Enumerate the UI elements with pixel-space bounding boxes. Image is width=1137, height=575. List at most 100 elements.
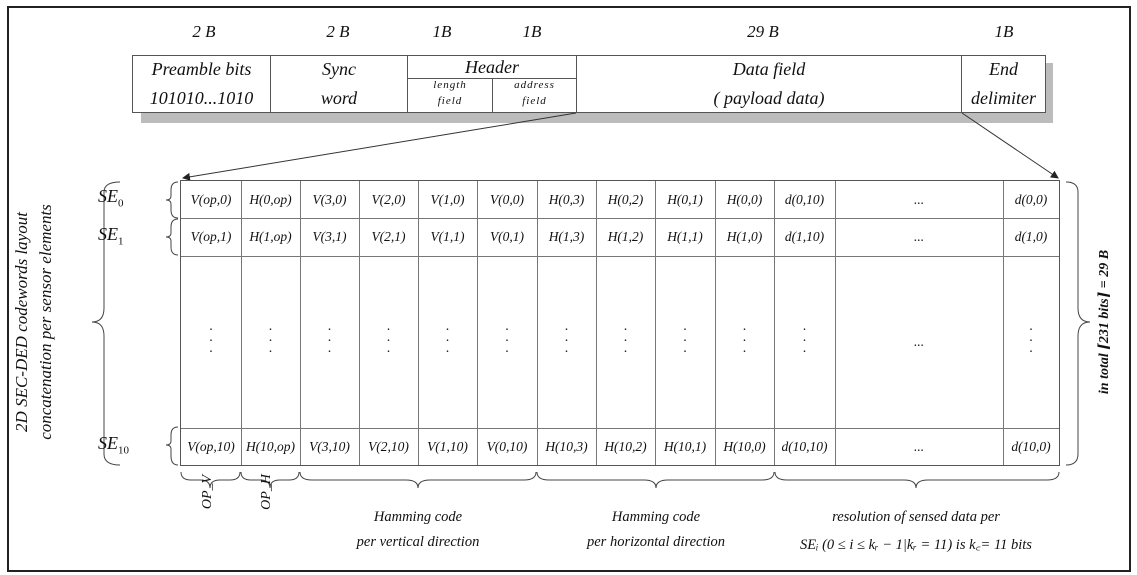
grid-cell: V(3,10): [309, 439, 350, 454]
length-size-label: 1B: [432, 22, 452, 41]
grid-cell: V(3,0): [312, 191, 347, 207]
vertical-ellipsis: ...: [1029, 319, 1033, 356]
expand-line-left: [182, 112, 577, 181]
se0-main: SE: [98, 186, 118, 206]
grid-cell: H(10,op): [245, 439, 296, 454]
grid-column-divider: [300, 181, 301, 465]
grid-cell: ...: [913, 439, 925, 454]
grid-cell: H(1,3): [548, 229, 585, 244]
end-label: End: [989, 59, 1018, 79]
grid-column-divider: [655, 181, 656, 465]
grid-column-divider: [359, 181, 360, 465]
vertical-ellipsis: ...: [209, 319, 213, 356]
grid-cell: H(10,0): [723, 439, 766, 454]
se10-main: SE: [98, 433, 118, 453]
vertical-ellipsis: ...: [623, 319, 628, 356]
hamming-h-line2: per horizontal direction: [586, 534, 725, 550]
row-label-se10: SE10: [98, 433, 146, 457]
brace-sensed-data: [774, 471, 1060, 489]
left-caption-line2: concatenation per sensor elements: [36, 204, 55, 440]
row-brace-se0: [165, 181, 179, 219]
grid-cell: V(0,1): [489, 229, 525, 244]
grid-column-divider: [774, 181, 775, 465]
grid-cell: H(1,1): [667, 229, 703, 244]
row-brace-se10: [165, 426, 179, 466]
grid-cell: H(0,0): [726, 191, 763, 207]
vertical-ellipsis: ...: [268, 319, 273, 356]
row-label-se0: SE0: [98, 186, 146, 210]
grid-cell: V(1,0): [430, 191, 465, 207]
word-label: word: [320, 88, 358, 108]
grid-cell: H(1,2): [607, 229, 644, 244]
grid-cell: ...: [913, 229, 925, 244]
header-field: Header length field address field: [407, 55, 577, 113]
grid-cell: d(0,0): [1014, 191, 1048, 207]
packet-shadow: [141, 113, 1053, 123]
data-size-label: 29 B: [747, 22, 779, 41]
hamming-v-line2: per vertical direction: [356, 534, 480, 550]
grid-column-divider: [596, 181, 597, 465]
grid-cell: V(1,10): [427, 439, 468, 454]
grid-cell: d(0,10): [784, 191, 825, 207]
grid-cell: V(3,1): [312, 229, 347, 244]
left-group-brace: [91, 181, 121, 466]
length-field-label-2: field: [437, 95, 463, 107]
row-brace-se1: [165, 218, 179, 256]
figure-frame: [7, 6, 1131, 572]
right-caption: in total ⌈231 bits⌉ = 29 B: [1097, 249, 1112, 395]
grid-column-divider: [418, 181, 419, 465]
vertical-ellipsis: ...: [564, 319, 569, 356]
grid-cell: V(op,0): [190, 191, 232, 207]
preamble-label: Preamble bits: [151, 59, 252, 79]
resolution-line2: SEᵢ (0 ≤ i ≤ kᵣ − 1|kᵣ = 11) is k꜀= 11 b…: [800, 537, 1032, 553]
grid-row-divider: [181, 428, 1059, 429]
end-size-label: 1B: [994, 22, 1014, 41]
grid-cell: H(10,1): [663, 439, 707, 454]
vertical-ellipsis: ...: [802, 319, 807, 356]
grid-column-divider: [537, 181, 538, 465]
brace-op-v: [180, 471, 241, 489]
op-v-label: OP_V: [200, 474, 215, 510]
data-field: Data field ( payload data): [576, 55, 962, 113]
sync-label: Sync: [322, 59, 356, 79]
grid-row-divider: [181, 218, 1059, 219]
grid-cell: V(op,10): [187, 439, 235, 454]
left-caption-line1: 2D SEC-DED codewords layout: [12, 212, 31, 432]
grid-cell: H(0,3): [548, 191, 585, 207]
grid-cell: V(2,10): [368, 439, 409, 454]
hamming-h-line1: Hamming code: [611, 509, 701, 525]
grid-cell: d(10,10): [781, 439, 828, 454]
length-field-label: length: [433, 79, 467, 91]
payload-label: ( payload data): [713, 88, 825, 108]
address-field-label: address: [514, 79, 555, 91]
se0-sub: 0: [118, 197, 124, 210]
preamble-field: Preamble bits 101010...1010: [132, 55, 271, 113]
grid-cell: H(0,2): [607, 191, 644, 207]
address-field-label-2: field: [522, 95, 547, 107]
grid-row-divider: [181, 256, 1059, 257]
grid-column-divider: [477, 181, 478, 465]
grid-cell: V(0,0): [489, 191, 525, 207]
expand-line-right: [961, 112, 1059, 179]
grid-column-divider: [715, 181, 716, 465]
grid-column-divider: [1003, 181, 1004, 465]
grid-cell: H(1,0): [726, 229, 763, 244]
address-size-label: 1B: [522, 22, 542, 41]
right-group-brace: [1065, 181, 1091, 466]
header-title: Header: [465, 57, 519, 77]
grid-cell: d(10,0): [1011, 439, 1051, 454]
preamble-bits-value: 101010...1010: [149, 88, 254, 108]
end-delimiter-field: End delimiter: [961, 55, 1046, 113]
sync-word-field: Sync word: [270, 55, 408, 113]
grid-cell: H(0,op): [249, 191, 292, 207]
vertical-ellipsis: ...: [505, 319, 509, 356]
brace-hamming-v: [299, 471, 537, 489]
grid-cell: H(10,3): [545, 439, 588, 454]
grid-cell: d(1,10): [784, 229, 825, 244]
sync-size-label: 2 B: [326, 22, 350, 41]
row-label-se1: SE1: [98, 224, 146, 248]
grid-cell: V(2,0): [371, 191, 406, 207]
resolution-line1: resolution of sensed data per: [832, 509, 1000, 525]
data-field-label: Data field: [732, 59, 806, 79]
